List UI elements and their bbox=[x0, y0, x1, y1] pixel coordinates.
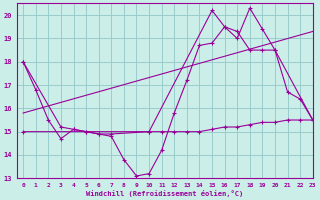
X-axis label: Windchill (Refroidissement éolien,°C): Windchill (Refroidissement éolien,°C) bbox=[86, 190, 244, 197]
